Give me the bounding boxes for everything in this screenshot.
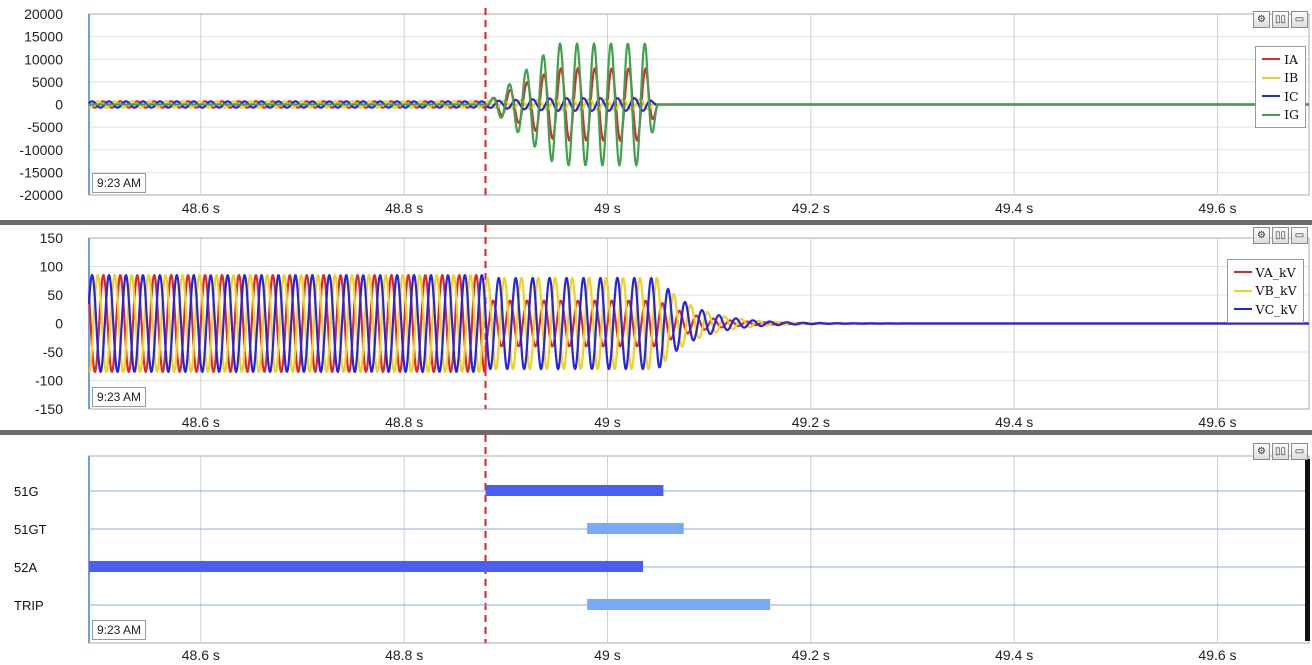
channel-bar-TRIP: [587, 599, 771, 610]
y-tick-label: 0: [55, 316, 63, 332]
scrollbar-edge[interactable]: [1305, 459, 1310, 641]
x-tick-label: 49.6 s: [1198, 414, 1236, 430]
legend-swatch: [1233, 271, 1252, 274]
legend-swatch: [1262, 113, 1281, 116]
y-tick-label: 10000: [24, 51, 63, 67]
y-tick-label: 5000: [32, 74, 63, 90]
y-tick-label: 150: [40, 230, 64, 246]
chart-toolbar: ⚙ ▯▯ ▭: [1253, 443, 1308, 460]
legend-item[interactable]: VC_kV: [1233, 300, 1297, 319]
voltage-legend: VA_kV VB_kV VC_kV: [1226, 259, 1304, 323]
voltage-chart: 150 100 50 0 -50 -100 -150 48.6 s 48.8 s 49 s 49.2…: [35, 225, 1310, 430]
legend-label: VC_kV: [1255, 301, 1297, 317]
y-tick-label: -50: [43, 344, 63, 360]
chart-toolbar: ⚙ ▯▯ ▭: [1253, 11, 1308, 28]
legend-swatch: [1262, 76, 1281, 79]
channel-bar-51GT: [587, 523, 684, 534]
legend-swatch: [1233, 289, 1252, 292]
settings-gear-icon[interactable]: ⚙: [1253, 227, 1270, 244]
legend-label: IC: [1284, 88, 1299, 104]
y-tick-label: 50: [47, 287, 63, 303]
timestamp-label: 9:23 AM: [92, 620, 147, 640]
legend-label: VA_kV: [1255, 264, 1296, 280]
y-tick-label: 0: [55, 97, 63, 113]
legend-item[interactable]: VB_kV: [1233, 282, 1297, 301]
x-tick-label: 49.4 s: [995, 647, 1033, 663]
legend-label: VB_kV: [1255, 283, 1297, 299]
voltage-chart-panel: 150 100 50 0 -50 -100 -150 48.6 s 48.8 s 49 s 49.2…: [0, 225, 1312, 430]
current-chart: 20000 15000 10000 5000 0 -5000 -10000 -15000 -20…: [19, 8, 1310, 216]
legend-swatch: [1233, 308, 1252, 311]
digital-chart-panel: 48.6 s 48.8 s 49 s 49.2 s 49.4 s 49.6 s 51G 51G…: [0, 435, 1312, 665]
y-tick-label: -100: [35, 373, 63, 389]
panel-divider[interactable]: [0, 220, 1312, 225]
channel-label: 52A: [14, 560, 37, 575]
split-rows-icon[interactable]: ▭: [1291, 227, 1308, 244]
channel-label: 51GT: [14, 522, 47, 537]
series-VC_kV: [87, 273, 1310, 373]
split-rows-icon[interactable]: ▭: [1291, 443, 1308, 460]
x-tick-label: 49 s: [594, 647, 620, 663]
channel-bar-52A: [89, 561, 644, 572]
legend-item[interactable]: IG: [1262, 106, 1299, 125]
x-tick-label: 48.8 s: [385, 200, 423, 216]
digital-chart: 48.6 s 48.8 s 49 s 49.2 s 49.4 s 49.6 s 51G 51G…: [14, 435, 1310, 663]
channel-label: 51G: [14, 484, 39, 499]
x-tick-label: 48.8 s: [385, 414, 423, 430]
x-tick-label: 48.8 s: [385, 647, 423, 663]
legend-item[interactable]: IC: [1262, 87, 1299, 106]
y-tick-label: -10000: [19, 142, 63, 158]
y-tick-label: -20000: [19, 187, 63, 203]
split-columns-icon[interactable]: ▯▯: [1272, 443, 1289, 460]
y-tick-label: 100: [40, 259, 64, 275]
x-tick-label: 49.2 s: [792, 414, 830, 430]
x-tick-label: 48.6 s: [182, 414, 220, 430]
y-tick-label: -150: [35, 401, 63, 417]
current-legend: IA IB IC IG: [1255, 46, 1306, 128]
x-tick-label: 48.6 s: [182, 647, 220, 663]
split-columns-icon[interactable]: ▯▯: [1272, 11, 1289, 28]
legend-item[interactable]: IA: [1262, 50, 1299, 69]
split-columns-icon[interactable]: ▯▯: [1272, 227, 1289, 244]
channel-bar-51G: [485, 485, 664, 496]
timestamp-label: 9:23 AM: [92, 387, 147, 407]
x-tick-label: 49.4 s: [995, 414, 1033, 430]
timestamp-label: 9:23 AM: [92, 173, 147, 193]
settings-gear-icon[interactable]: ⚙: [1253, 11, 1270, 28]
y-tick-label: 20000: [24, 8, 63, 22]
x-tick-label: 49.2 s: [792, 647, 830, 663]
y-tick-label: -15000: [19, 164, 63, 180]
x-tick-label: 49.4 s: [995, 200, 1033, 216]
x-tick-label: 49 s: [594, 414, 620, 430]
channel-label: TRIP: [14, 598, 44, 613]
x-tick-label: 49.6 s: [1198, 200, 1236, 216]
x-tick-label: 49 s: [594, 200, 620, 216]
y-tick-label: -5000: [27, 119, 63, 135]
chart-toolbar: ⚙ ▯▯ ▭: [1253, 227, 1308, 244]
legend-swatch: [1262, 58, 1281, 61]
y-tick-label: 15000: [24, 29, 63, 45]
legend-item[interactable]: IB: [1262, 69, 1299, 88]
split-rows-icon[interactable]: ▭: [1291, 11, 1308, 28]
legend-item[interactable]: VA_kV: [1233, 263, 1297, 282]
x-tick-label: 49.6 s: [1198, 647, 1236, 663]
x-tick-label: 48.6 s: [182, 200, 220, 216]
settings-gear-icon[interactable]: ⚙: [1253, 443, 1270, 460]
legend-label: IA: [1284, 51, 1299, 67]
plot-area: [88, 455, 1310, 644]
legend-swatch: [1262, 95, 1281, 98]
legend-label: IB: [1284, 70, 1299, 86]
current-chart-panel: 20000 15000 10000 5000 0 -5000 -10000 -15000 -20…: [0, 8, 1312, 220]
legend-label: IG: [1284, 107, 1299, 123]
x-tick-label: 49.2 s: [792, 200, 830, 216]
panel-divider[interactable]: [0, 430, 1312, 435]
series-IG: [88, 42, 1310, 167]
